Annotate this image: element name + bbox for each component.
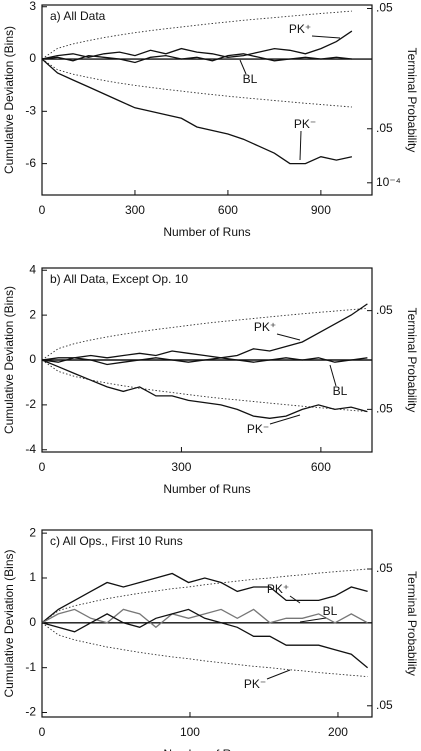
y-axis-title: Cumulative Deviation (Bins) xyxy=(2,549,16,697)
series-label: PK⁻ xyxy=(294,117,316,131)
envelope-line xyxy=(41,622,368,678)
y-tick-label: -6 xyxy=(25,156,36,170)
y2-tick-label: .05 xyxy=(376,698,393,712)
x-axis-title: Number of Runs xyxy=(163,747,250,751)
series-label: BL xyxy=(333,384,348,398)
y-tick-label: 4 xyxy=(29,262,36,276)
x-tick-label: 0 xyxy=(39,460,46,474)
x-tick-label: 900 xyxy=(311,203,331,217)
series-line xyxy=(41,53,352,64)
y2-tick-label: .05 xyxy=(376,1,393,15)
y2-tick-label: .05 xyxy=(376,402,393,416)
envelope-line xyxy=(41,568,368,624)
series-line xyxy=(41,608,369,669)
label-arrow xyxy=(269,414,301,425)
label-arrow xyxy=(299,617,327,623)
label-arrow xyxy=(239,59,247,75)
y-tick-label: 1 xyxy=(29,570,36,584)
series-label: BL xyxy=(243,72,258,86)
y2-tick-label: .05 xyxy=(376,121,393,135)
y-axis-title: Cumulative Deviation (Bins) xyxy=(2,286,16,434)
label-arrow xyxy=(266,669,291,680)
series-label: PK⁺ xyxy=(267,582,289,596)
panel-title: c) All Ops., First 10 Runs xyxy=(50,534,183,548)
series-line xyxy=(41,572,368,624)
y-tick-label: -3 xyxy=(25,104,36,118)
x-tick-label: 600 xyxy=(218,203,238,217)
label-arrow xyxy=(289,595,301,604)
x-axis-title: Number of Runs xyxy=(163,482,250,496)
envelope-line xyxy=(41,10,352,60)
plot-frame xyxy=(41,4,373,196)
series-label: BL xyxy=(323,604,338,618)
y2-tick-label: .05 xyxy=(376,561,393,575)
y-tick-label: 0 xyxy=(29,615,36,629)
series-line xyxy=(41,58,353,165)
y2-tick-label: 10⁻⁴ xyxy=(376,175,401,189)
x-tick-label: 300 xyxy=(125,203,145,217)
x-tick-label: 100 xyxy=(180,725,200,739)
series-label: PK⁻ xyxy=(244,677,266,691)
x-tick-label: 0 xyxy=(39,725,46,739)
x-tick-label: 600 xyxy=(311,460,331,474)
label-arrow xyxy=(299,130,302,161)
label-arrow xyxy=(329,364,337,387)
y-tick-label: 3 xyxy=(29,0,36,13)
x-tick-label: 0 xyxy=(39,203,46,217)
y-tick-label: -2 xyxy=(25,397,36,411)
y-tick-label: -1 xyxy=(25,660,36,674)
panel-title: b) All Data, Except Op. 10 xyxy=(50,272,188,286)
y-tick-label: 0 xyxy=(29,51,36,65)
series-label: PK⁺ xyxy=(289,22,311,36)
y2-axis-title: Terminal Probability xyxy=(405,48,419,153)
panel-title: a) All Data xyxy=(50,9,106,23)
series-label: PK⁺ xyxy=(254,320,276,334)
envelope-line xyxy=(41,58,352,108)
y-axis-title: Cumulative Deviation (Bins) xyxy=(2,26,16,174)
label-arrow xyxy=(311,35,341,39)
series-label: PK⁻ xyxy=(247,422,269,436)
x-tick-label: 200 xyxy=(328,725,348,739)
series-line xyxy=(41,357,368,366)
y2-axis-title: Terminal Probability xyxy=(405,571,419,676)
y2-tick-label: .05 xyxy=(376,303,393,317)
y-tick-label: 2 xyxy=(29,307,36,321)
x-axis-title: Number of Runs xyxy=(163,225,250,239)
envelope-line xyxy=(41,307,368,361)
envelope-line xyxy=(41,359,368,413)
y2-axis-title: Terminal Probability xyxy=(405,308,419,413)
label-arrow xyxy=(276,333,301,341)
y-tick-label: 0 xyxy=(29,352,36,366)
y-tick-label: -2 xyxy=(25,705,36,719)
y-tick-label: -4 xyxy=(25,442,36,456)
series-line xyxy=(41,303,368,361)
y-tick-label: 2 xyxy=(29,525,36,539)
x-tick-label: 300 xyxy=(171,460,191,474)
series-line xyxy=(41,359,368,419)
